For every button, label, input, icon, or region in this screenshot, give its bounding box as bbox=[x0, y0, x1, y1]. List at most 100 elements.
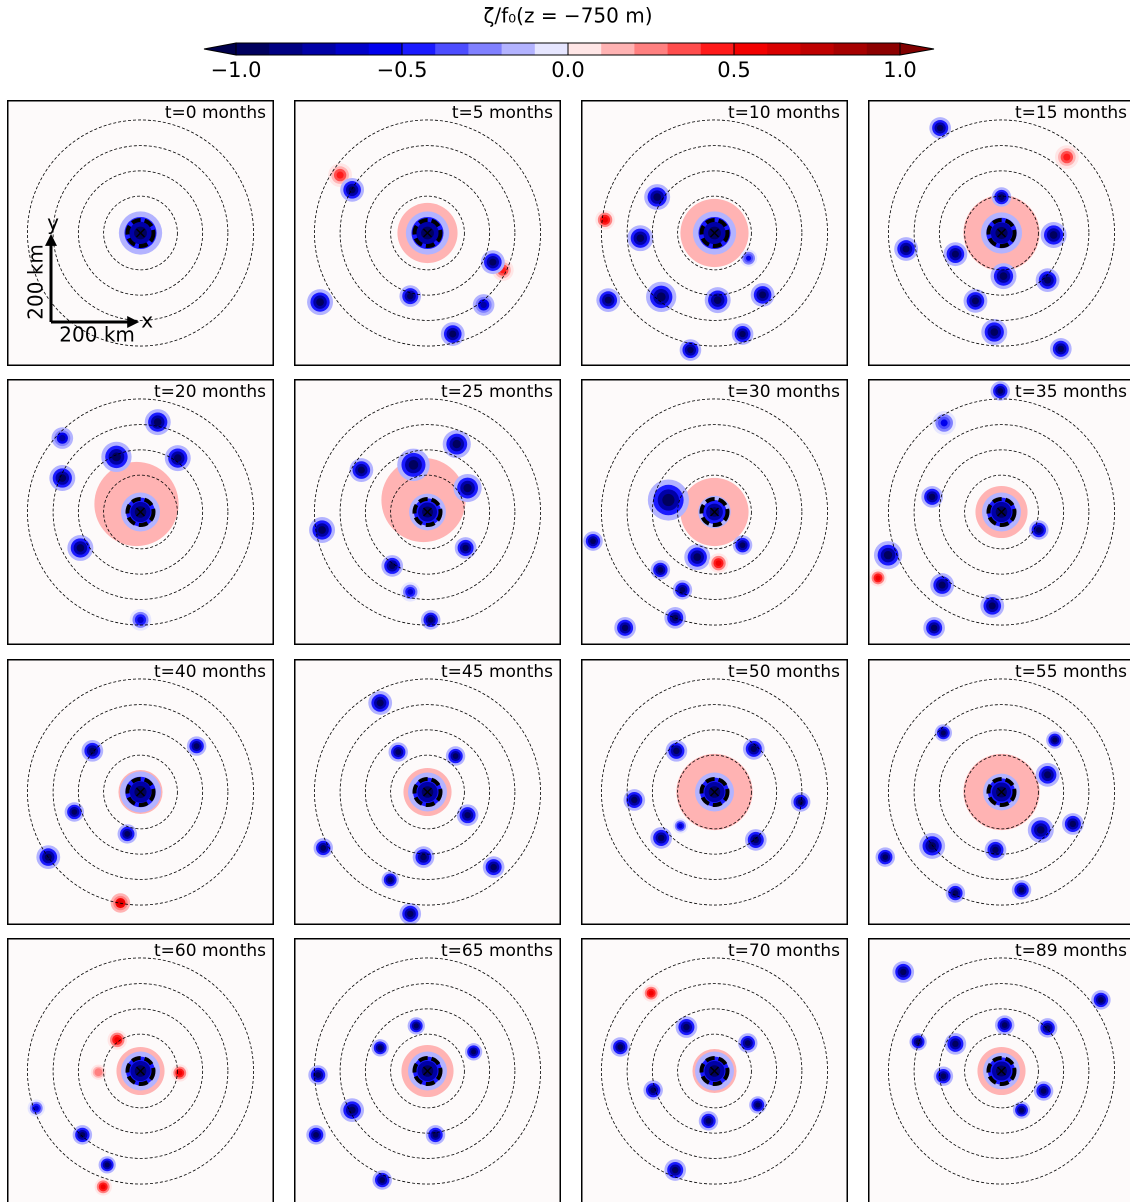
panel-label: t=70 months bbox=[728, 941, 840, 961]
eddy-core bbox=[998, 194, 1005, 200]
eddy bbox=[749, 1096, 767, 1114]
panel: t=30 months bbox=[581, 379, 848, 645]
eddy bbox=[186, 736, 207, 756]
panel: t=5 months bbox=[294, 100, 561, 366]
eddy bbox=[623, 789, 646, 811]
eddy-core bbox=[746, 255, 752, 261]
eddy bbox=[171, 1064, 189, 1082]
eddy bbox=[595, 210, 615, 230]
eddy bbox=[704, 287, 731, 314]
eddy bbox=[679, 339, 702, 361]
eddy-core bbox=[480, 301, 487, 309]
eddy bbox=[990, 263, 1017, 290]
ring bbox=[103, 1033, 178, 1109]
eddy-core bbox=[316, 298, 324, 306]
eddy-core bbox=[413, 1023, 419, 1029]
eddy bbox=[875, 847, 895, 867]
eddy-core bbox=[1040, 1088, 1047, 1094]
eddy-core bbox=[408, 460, 419, 470]
eddy bbox=[397, 448, 430, 482]
eddy bbox=[644, 184, 671, 211]
panel-label: t=60 months bbox=[154, 941, 266, 961]
panel: t=40 months bbox=[7, 659, 274, 925]
eddy-core bbox=[318, 526, 326, 534]
eddy-core bbox=[678, 823, 683, 829]
eddy bbox=[349, 458, 374, 482]
eddy bbox=[932, 411, 957, 435]
panel: t=89 months bbox=[868, 938, 1130, 1202]
eddy-core bbox=[997, 388, 1004, 394]
eddy-core bbox=[462, 544, 469, 552]
eddy-core bbox=[137, 616, 144, 624]
eddy bbox=[929, 117, 951, 139]
eddy bbox=[596, 288, 621, 313]
eddy-core bbox=[452, 753, 459, 759]
ring bbox=[339, 145, 516, 321]
eddy-core bbox=[930, 624, 938, 632]
eddy-core bbox=[489, 258, 497, 266]
eddy-core bbox=[693, 553, 702, 561]
eddy bbox=[1037, 1018, 1058, 1038]
eddy-core bbox=[377, 1045, 383, 1051]
ring bbox=[390, 1033, 465, 1109]
central-vortex-outline bbox=[125, 1056, 156, 1086]
eddy bbox=[482, 856, 505, 878]
eddy-core bbox=[153, 418, 162, 426]
eddy-core bbox=[1069, 820, 1077, 828]
eddy-core bbox=[1063, 153, 1071, 161]
eddy bbox=[94, 1178, 112, 1196]
eddy bbox=[708, 553, 729, 573]
colorbar-segment bbox=[601, 43, 635, 55]
eddy-core bbox=[940, 1073, 947, 1080]
panel: t=55 months bbox=[868, 659, 1130, 925]
ring bbox=[677, 754, 752, 830]
ring bbox=[651, 170, 778, 296]
eddy bbox=[1035, 268, 1060, 293]
eddy-core bbox=[999, 272, 1008, 280]
eddy-core bbox=[902, 245, 910, 253]
eddy-core bbox=[653, 193, 662, 201]
eddy bbox=[1054, 145, 1079, 170]
eddy-core bbox=[1044, 1024, 1051, 1031]
ring bbox=[913, 424, 1090, 600]
eddy-core bbox=[348, 1106, 356, 1114]
eddy bbox=[313, 838, 334, 858]
center-cross bbox=[996, 787, 1007, 797]
eddy bbox=[923, 617, 945, 639]
eddy bbox=[98, 1156, 116, 1174]
eddy-core bbox=[452, 439, 461, 449]
ring bbox=[103, 195, 178, 271]
eddy-core bbox=[687, 346, 694, 354]
panel-label: t=89 months bbox=[1015, 941, 1127, 961]
eddy-core bbox=[952, 890, 959, 896]
eddy bbox=[381, 555, 404, 577]
scale-arrow-x bbox=[127, 316, 140, 328]
colorbar-segment bbox=[435, 43, 469, 55]
eddy-core bbox=[759, 291, 767, 299]
eddy bbox=[869, 569, 887, 587]
panel: t=15 months bbox=[868, 100, 1130, 366]
eddy-core bbox=[936, 124, 944, 132]
ring bbox=[938, 170, 1065, 296]
eddy bbox=[790, 792, 811, 812]
ring bbox=[390, 195, 465, 271]
eddy bbox=[1029, 520, 1049, 540]
eddy bbox=[81, 740, 104, 762]
ring bbox=[52, 145, 229, 321]
ring bbox=[938, 729, 1065, 855]
ring bbox=[52, 983, 229, 1159]
ring bbox=[364, 1008, 491, 1134]
eddy-core bbox=[1018, 886, 1025, 893]
panel-label: t=15 months bbox=[1015, 103, 1127, 123]
center-cross bbox=[996, 1066, 1007, 1076]
eddy-core bbox=[33, 1105, 39, 1111]
eddy bbox=[1035, 762, 1060, 787]
panel-label: t=5 months bbox=[452, 103, 553, 123]
eddy-core bbox=[971, 297, 979, 305]
eddy bbox=[919, 832, 946, 859]
eddy-core bbox=[407, 292, 414, 300]
eddy-core bbox=[407, 910, 414, 918]
eddy-core bbox=[389, 562, 396, 570]
eddy-core bbox=[1001, 1022, 1008, 1028]
eddy-core bbox=[938, 581, 946, 589]
